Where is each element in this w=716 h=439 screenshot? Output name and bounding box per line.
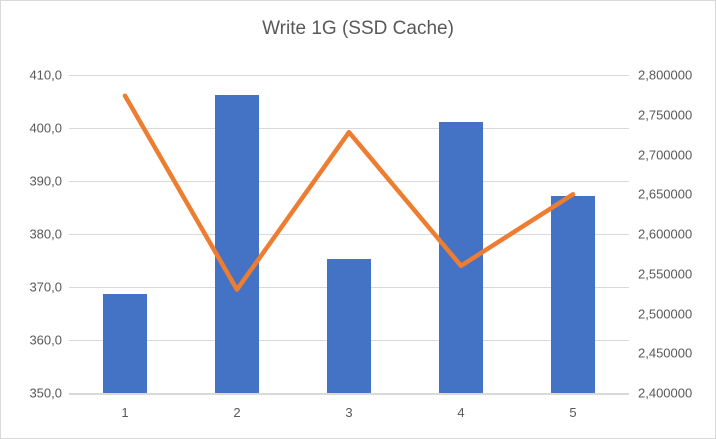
bar — [327, 258, 371, 393]
bar — [215, 94, 259, 393]
line-series-path — [122, 93, 576, 292]
x-axis-category-label: 3 — [345, 405, 353, 420]
y-axis-right-tick-label: 2,800000 — [638, 67, 693, 83]
y-axis-right-tick-label: 2,400000 — [638, 385, 693, 401]
y-axis-left-tick-label: 410,0 — [29, 67, 62, 83]
gridline — [69, 181, 629, 182]
gridline — [69, 75, 629, 76]
y-axis-right-tick-label: 2,700000 — [638, 147, 693, 162]
gridline — [69, 234, 629, 235]
x-axis-category-label: 4 — [457, 405, 465, 420]
y-axis-left-tick-label: 380,0 — [29, 226, 62, 242]
bar — [103, 293, 147, 393]
line-series — [122, 93, 576, 292]
y-axis-right-tick-label: 2,450000 — [638, 345, 693, 361]
chart-title: Write 1G (SSD Cache) — [262, 18, 454, 39]
y-axis-right-tick-label: 2,500000 — [638, 306, 693, 321]
y-axis-right-tick-label: 2,650000 — [638, 186, 693, 202]
y-axis-left-tick-label: 400,0 — [29, 120, 62, 136]
x-axis-line — [69, 393, 629, 395]
y-axis-left-tick-label: 390,0 — [29, 173, 62, 189]
y-axis-left-tick-label: 350,0 — [29, 385, 62, 401]
bar — [551, 195, 595, 393]
gridline — [69, 128, 629, 129]
y-axis-right-tick-label: 2,600000 — [638, 226, 693, 242]
x-axis-category-label: 5 — [569, 405, 577, 420]
x-axis-category-label: 1 — [121, 405, 129, 420]
y-axis-left-tick-label: 370,0 — [29, 279, 62, 295]
y-axis-left-tick-label: 360,0 — [29, 332, 62, 348]
y-axis-right-tick-label: 2,550000 — [638, 266, 693, 282]
plot-area — [69, 75, 629, 395]
x-axis-category-label: 2 — [233, 405, 241, 420]
y-axis-right-tick-label: 2,750000 — [638, 107, 693, 123]
